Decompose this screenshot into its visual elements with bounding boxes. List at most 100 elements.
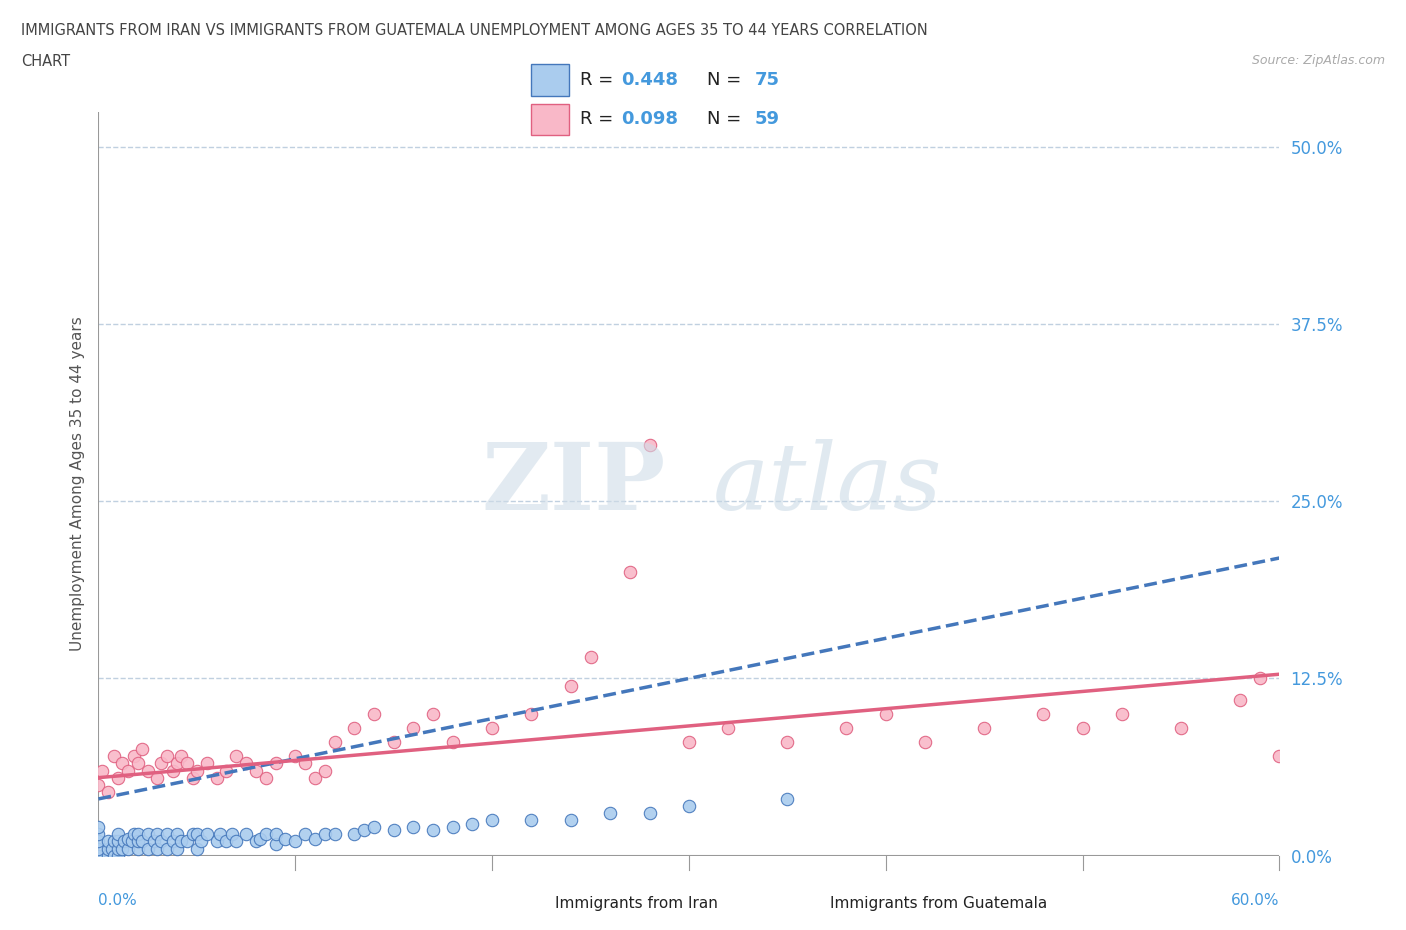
Point [146, 841, 169, 856]
Point [205, 770, 228, 785]
FancyBboxPatch shape [531, 103, 568, 136]
Point [166, 841, 188, 856]
Text: 0.448: 0.448 [621, 71, 678, 88]
Point [461, 817, 484, 831]
Point [363, 707, 385, 722]
Point [87, 841, 110, 856]
Point [142, 834, 165, 849]
Point [235, 756, 257, 771]
Text: Immigrants from Iran: Immigrants from Iran [555, 896, 718, 910]
Point [170, 749, 193, 764]
Point [209, 827, 232, 842]
Point [678, 735, 700, 750]
Point [254, 770, 277, 785]
Point [215, 764, 238, 778]
Point [304, 831, 326, 846]
Point [162, 834, 184, 849]
Point [122, 749, 145, 764]
Point [101, 841, 124, 856]
Point [382, 823, 405, 838]
Point [353, 823, 375, 838]
Point [103, 848, 125, 863]
Point [186, 764, 208, 778]
Point [111, 841, 134, 856]
Point [136, 764, 159, 778]
Point [166, 756, 188, 771]
Point [343, 721, 366, 736]
Point [245, 834, 267, 849]
Text: 0.0%: 0.0% [98, 893, 138, 908]
Text: Immigrants from Guatemala: Immigrants from Guatemala [830, 896, 1047, 910]
Point [97, 848, 120, 863]
Point [112, 834, 135, 849]
Point [87, 777, 110, 792]
Point [254, 827, 277, 842]
Point [150, 756, 173, 771]
Point [284, 749, 307, 764]
Point [127, 827, 149, 842]
Point [363, 820, 385, 835]
Point [195, 827, 218, 842]
Point [225, 834, 247, 849]
Point [221, 827, 243, 842]
Point [249, 831, 271, 846]
Point [441, 735, 464, 750]
Point [146, 770, 169, 785]
Point [294, 827, 316, 842]
Point [717, 721, 740, 736]
Point [323, 735, 346, 750]
Point [87, 827, 110, 842]
Point [117, 764, 139, 778]
Point [1268, 749, 1291, 764]
Point [166, 827, 188, 842]
Point [599, 805, 621, 820]
Point [181, 827, 204, 842]
Point [121, 834, 143, 849]
Point [162, 764, 184, 778]
Point [1170, 721, 1192, 736]
Point [97, 784, 120, 799]
Point [264, 827, 287, 842]
Point [481, 813, 503, 828]
Point [264, 837, 287, 852]
Point [170, 834, 193, 849]
Point [127, 756, 149, 771]
Point [215, 834, 238, 849]
Point [579, 650, 602, 665]
Point [103, 749, 125, 764]
Point [117, 841, 139, 856]
Point [131, 834, 153, 849]
Point [190, 834, 212, 849]
Point [136, 841, 159, 856]
Text: 60.0%: 60.0% [1232, 893, 1279, 908]
Point [156, 841, 179, 856]
Text: ZIP: ZIP [481, 439, 665, 528]
Point [107, 834, 129, 849]
Point [97, 834, 120, 849]
Text: IMMIGRANTS FROM IRAN VS IMMIGRANTS FROM GUATEMALA UNEMPLOYMENT AMONG AGES 35 TO : IMMIGRANTS FROM IRAN VS IMMIGRANTS FROM … [21, 23, 928, 38]
Point [560, 678, 582, 693]
Point [1111, 707, 1133, 722]
Text: CHART: CHART [21, 54, 70, 69]
Point [1229, 692, 1251, 707]
Point [422, 707, 444, 722]
Point [176, 756, 198, 771]
Point [835, 721, 858, 736]
Point [117, 831, 139, 846]
Point [264, 756, 287, 771]
Point [294, 756, 316, 771]
Point [195, 756, 218, 771]
Point [314, 827, 336, 842]
Point [520, 707, 543, 722]
Y-axis label: Unemployment Among Ages 35 to 44 years: Unemployment Among Ages 35 to 44 years [69, 316, 84, 651]
Point [1071, 721, 1094, 736]
Point [176, 834, 198, 849]
Point [776, 735, 799, 750]
Point [304, 770, 326, 785]
FancyBboxPatch shape [531, 64, 568, 96]
Point [235, 827, 257, 842]
Point [146, 827, 169, 842]
Point [181, 770, 204, 785]
Point [205, 834, 228, 849]
Text: atlas: atlas [713, 439, 942, 528]
